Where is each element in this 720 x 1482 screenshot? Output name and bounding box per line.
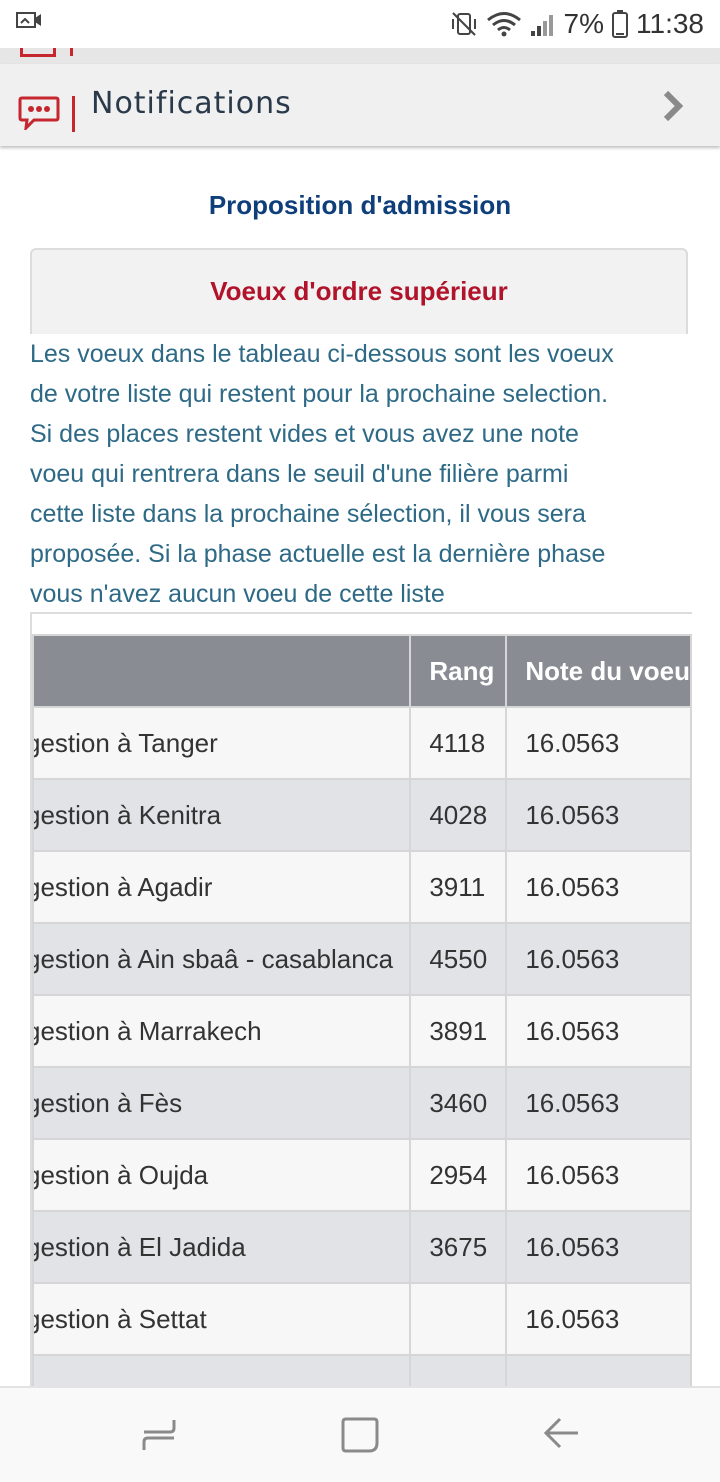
description-line: proposée. Si la phase actuelle est la de… xyxy=(30,540,606,568)
mute-vibrate-icon xyxy=(451,12,476,36)
filiere-text: gestion à Settat xyxy=(33,1303,207,1334)
cell-filiere: gestion à Oujda xyxy=(32,1138,412,1212)
chevron-right-icon xyxy=(663,90,684,122)
filiere-text: gestion à Kenitra xyxy=(33,799,222,830)
description-line: Les voeux dans le tableau ci-dessous son… xyxy=(30,340,614,368)
wishes-table: Rang Note du voeu gestion à Tanger 4118 16… xyxy=(32,634,692,1390)
cell-filiere: gestion à Settat xyxy=(32,1282,412,1356)
description-paragraph: Les voeux dans le tableau ci-dessous son… xyxy=(30,334,690,614)
cell-note: 16.0563 xyxy=(505,922,692,996)
cell-filiere: gestion à El Jadida xyxy=(32,1210,412,1284)
column-header-name[interactable] xyxy=(32,634,412,708)
cell-rang: 4118 xyxy=(409,706,508,780)
cell-note: 16.0563 xyxy=(505,1282,692,1356)
description-line: cette liste dans la prochaine sélection,… xyxy=(30,500,586,528)
wishes-table-container[interactable]: Rang Note du voeu gestion à Tanger 4118 16… xyxy=(30,612,692,1390)
filiere-text: gestion à Fès xyxy=(33,1087,183,1118)
screen-cast-icon xyxy=(16,12,41,28)
cell-rang: 3675 xyxy=(409,1210,508,1284)
table-row[interactable]: gestion à El Jadida 3675 16.0563 xyxy=(32,1210,692,1284)
table-row[interactable]: gestion à Fès 3460 16.0563 xyxy=(32,1066,692,1140)
column-header-rang[interactable]: Rang xyxy=(409,634,508,708)
cell-filiere: gestion à Kenitra xyxy=(32,778,412,852)
cell-note: 16.0563 xyxy=(505,1210,692,1284)
cell-rang xyxy=(409,1354,508,1390)
menu-icon-fragment xyxy=(20,48,56,57)
panel-heading: Voeux d'ordre supérieur xyxy=(210,276,508,306)
cell-note: 16.0563 xyxy=(505,850,692,924)
chat-bubble-icon xyxy=(18,96,60,130)
panel-header: Voeux d'ordre supérieur xyxy=(30,248,688,334)
cell-note: 16.0563 xyxy=(505,994,692,1068)
filiere-text: gestion à El Jadida xyxy=(33,1231,246,1262)
cell-note: 16.0563 xyxy=(505,778,692,852)
cell-rang: 4550 xyxy=(409,922,508,996)
status-bar: 7% 11:38 xyxy=(0,0,720,48)
cell-rang: 4028 xyxy=(409,778,508,852)
recent-apps-icon[interactable] xyxy=(140,1416,178,1452)
wifi-icon xyxy=(486,12,521,37)
description-line: Si des places restent vides et vous avez… xyxy=(30,420,579,448)
page-title: Proposition d'admission xyxy=(208,190,512,220)
cell-filiere: gestion à Ain sbaâ - casablanca xyxy=(32,922,412,996)
cell-rang: 3891 xyxy=(409,994,508,1068)
cell-rang: 2954 xyxy=(409,1138,508,1212)
description-line: voeu qui rentrera dans le seuil d'une fi… xyxy=(30,460,569,488)
column-header-note[interactable]: Note du voeu xyxy=(505,634,692,708)
table-row[interactable]: gestion à Tanger 4118 16.0563 xyxy=(32,706,692,780)
notifications-menu-item[interactable]: Notifications xyxy=(0,64,720,146)
filiere-text: gestion à Ain sbaâ - casablanca xyxy=(33,943,394,974)
battery-icon xyxy=(612,10,628,38)
table-row[interactable] xyxy=(32,1354,692,1390)
signal-icon xyxy=(530,15,553,36)
cell-rang: 3911 xyxy=(409,850,508,924)
table-row[interactable]: gestion à Settat 16.0563 xyxy=(32,1282,692,1356)
table-row[interactable]: gestion à Ain sbaâ - casablanca 4550 16.05… xyxy=(32,922,692,996)
cell-rang xyxy=(409,1282,508,1356)
cell-rang: 3460 xyxy=(409,1066,508,1140)
table-row[interactable]: gestion à Oujda 2954 16.0563 xyxy=(32,1138,692,1212)
back-icon[interactable] xyxy=(542,1416,580,1450)
cell-filiere: gestion à Fès xyxy=(32,1066,412,1140)
previous-menu-item[interactable] xyxy=(0,48,720,64)
cell-filiere: gestion à Agadir xyxy=(32,850,412,924)
filiere-text: gestion à Oujda xyxy=(33,1159,209,1190)
system-nav-bar xyxy=(0,1386,720,1482)
home-icon[interactable] xyxy=(340,1416,380,1454)
menu-divider-fragment xyxy=(70,48,73,56)
filiere-text: gestion à Marrakech xyxy=(33,1015,262,1046)
cell-filiere: gestion à Tanger xyxy=(32,706,412,780)
clock: 11:38 xyxy=(636,8,704,39)
cell-note: 16.0563 xyxy=(505,1066,692,1140)
filiere-text: gestion à Agadir xyxy=(33,871,213,902)
menu-divider xyxy=(72,96,75,132)
battery-level: 7% xyxy=(563,8,604,39)
table-row[interactable]: gestion à Kenitra 4028 16.0563 xyxy=(32,778,692,852)
cell-filiere: gestion à Marrakech xyxy=(32,994,412,1068)
cell-note: 16.0563 xyxy=(505,706,692,780)
filiere-text: gestion à Tanger xyxy=(33,727,218,758)
description-line: vous n'avez aucun voeu de cette liste xyxy=(30,580,445,608)
table-header-row: Rang Note du voeu xyxy=(32,634,692,708)
cell-note xyxy=(505,1354,692,1390)
cell-note: 16.0563 xyxy=(505,1138,692,1212)
notifications-label: Notifications xyxy=(91,86,292,121)
cell-filiere xyxy=(32,1354,412,1390)
description-line: de votre liste qui restent pour la proch… xyxy=(30,380,609,408)
table-row[interactable]: gestion à Agadir 3911 16.0563 xyxy=(32,850,692,924)
table-row[interactable]: gestion à Marrakech 3891 16.0563 xyxy=(32,994,692,1068)
